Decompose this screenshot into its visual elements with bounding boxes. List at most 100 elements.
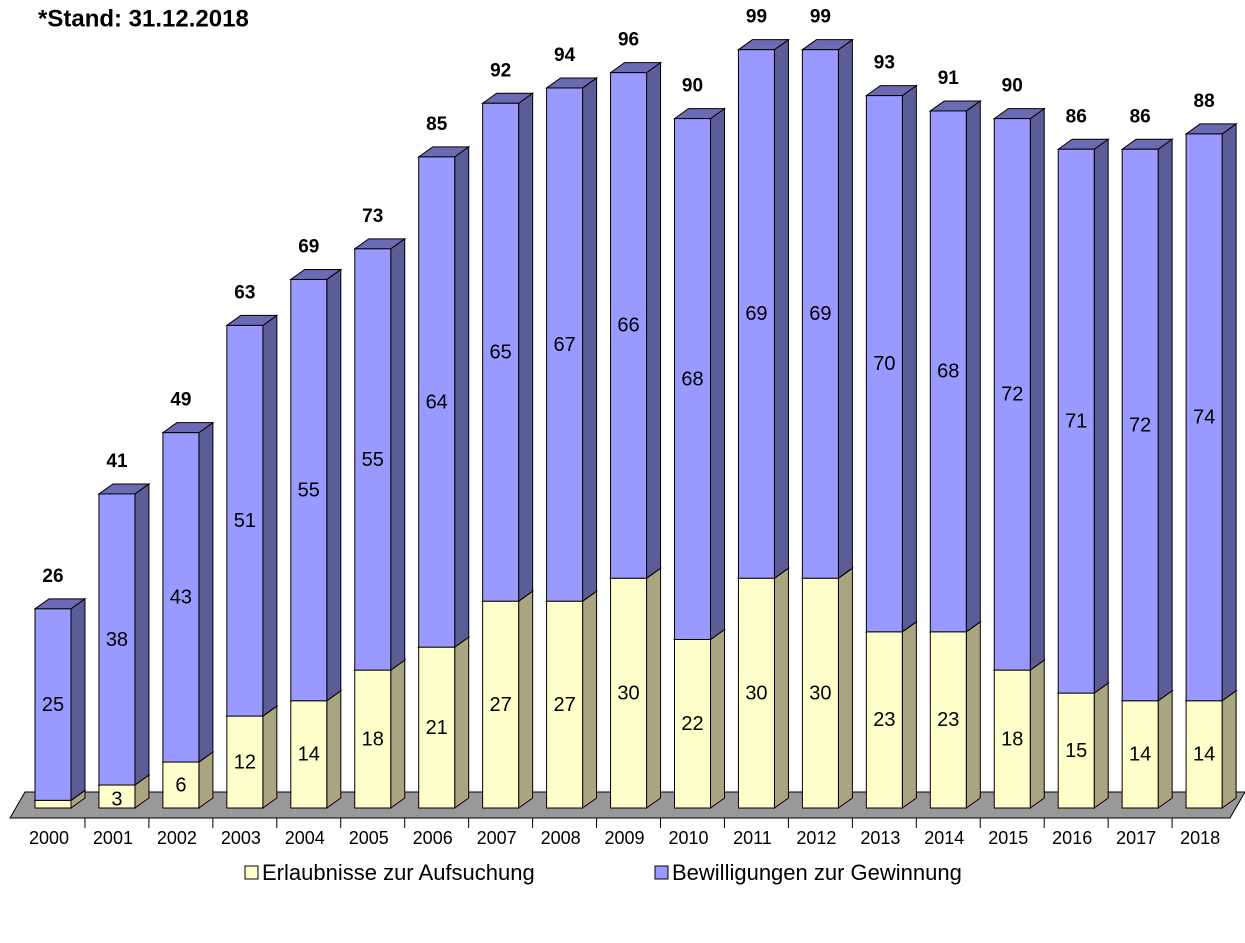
bar [418,646,456,809]
total-label: 90 [682,76,703,97]
data-label: 64 [426,391,448,413]
bar [482,600,520,809]
bar [1121,700,1159,809]
data-label: 67 [553,334,575,356]
bar-side [1157,689,1173,809]
bar [162,432,200,763]
bar [1121,148,1159,702]
bar-side [1157,138,1173,702]
bar-side [326,268,342,702]
data-label: 74 [1193,407,1215,429]
bar [1185,700,1223,809]
data-label: 38 [106,629,128,651]
bar [226,324,264,717]
data-label: 69 [745,303,767,325]
total-label: 88 [1194,91,1215,112]
data-label: 68 [681,368,703,390]
bar [290,700,328,809]
bar [801,49,839,579]
data-label: 22 [681,713,703,735]
bar-side [326,689,342,809]
bar-side [134,482,150,786]
x-tick-label: 2005 [349,828,389,848]
x-tick-label: 2010 [668,828,708,848]
data-label: 65 [490,342,512,364]
data-label: 25 [42,694,64,716]
bar-side [901,84,917,633]
legend-swatch [244,865,259,880]
data-label: 21 [426,717,448,739]
bar-side [70,597,86,802]
bar-side [582,590,598,809]
bar [993,669,1031,809]
data-label: 23 [873,709,895,731]
bar [865,631,903,809]
bar-side [198,421,214,764]
x-tick-label: 2011 [733,828,772,848]
data-label: 43 [170,587,192,609]
x-tick-label: 2018 [1180,828,1220,848]
bar-side [837,567,853,809]
data-label: 71 [1065,410,1087,432]
data-label: 72 [1129,414,1151,436]
bar [162,761,200,809]
bar-side [454,636,470,809]
bar [1057,692,1095,809]
legend-label: Erlaubnisse zur Aufsuchung [262,860,535,885]
x-tick-label: 2000 [29,828,69,848]
chart-title: *Stand: 31.12.2018 [38,5,249,32]
data-label: 30 [809,682,831,704]
bar-side [1221,122,1237,702]
bar-side [1029,659,1045,809]
bar-side [965,620,981,809]
bar [226,715,264,809]
total-label: 94 [554,45,576,66]
data-label: 30 [617,682,639,704]
total-label: 91 [938,68,960,89]
bar [1185,133,1223,702]
bar [1057,148,1095,694]
x-tick-label: 2002 [157,828,197,848]
data-label: 27 [553,694,575,716]
total-label: 96 [618,30,639,51]
bar [482,102,520,602]
data-label: 27 [490,694,512,716]
total-label: 99 [810,7,831,28]
bar-side [773,38,789,580]
data-label: 12 [234,751,256,773]
x-tick-label: 2008 [541,828,581,848]
bar-side [262,705,278,809]
total-label: 49 [170,390,191,411]
x-tick-label: 2015 [988,828,1028,848]
bar-side [837,38,853,580]
total-label: 86 [1066,106,1087,127]
bar [354,669,392,809]
data-label: 18 [362,728,384,750]
bar [418,156,456,648]
x-tick-label: 2016 [1052,828,1092,848]
total-label: 73 [362,206,383,227]
x-tick-label: 2001 [93,828,133,848]
bar-side [1093,682,1109,809]
data-label: 51 [234,510,256,532]
total-label: 63 [234,282,255,303]
data-label: 69 [809,303,831,325]
bar [546,87,584,602]
bar-side [518,92,534,603]
bar-side [582,76,598,603]
bar-side [901,620,917,809]
bar [674,118,711,640]
data-label: 72 [1001,384,1023,406]
total-label: 41 [106,451,128,472]
total-label: 69 [298,236,319,257]
total-label: 92 [490,60,511,81]
x-tick-label: 2004 [285,828,325,848]
total-label: 93 [874,53,895,74]
bar-side [454,145,470,649]
x-tick-label: 2012 [796,828,836,848]
bar-side [646,61,662,580]
bar [993,118,1031,671]
x-tick-label: 2013 [860,828,900,848]
x-tick-label: 2014 [924,828,964,848]
